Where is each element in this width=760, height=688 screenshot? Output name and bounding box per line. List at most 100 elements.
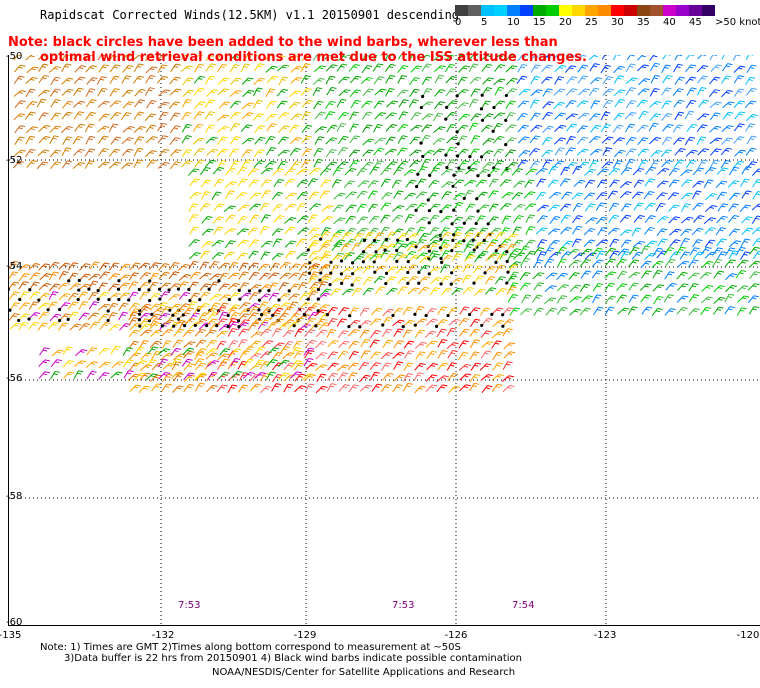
wind-barb bbox=[187, 281, 199, 292]
wind-barb bbox=[540, 76, 553, 84]
wind-barb bbox=[745, 55, 754, 60]
wind-barb bbox=[528, 148, 541, 156]
wind-barb bbox=[413, 372, 424, 381]
legend-label: 10 bbox=[507, 17, 520, 28]
wind-barb bbox=[96, 76, 107, 85]
wind-barb bbox=[746, 161, 758, 169]
footer-credit: NOAA/NESDIS/Center for Satellite Applica… bbox=[212, 667, 516, 678]
wind-barb bbox=[183, 384, 195, 393]
wind-barb bbox=[247, 168, 259, 177]
wind-barb bbox=[677, 260, 690, 268]
wind-barb bbox=[99, 262, 110, 271]
wind-barb bbox=[482, 137, 495, 146]
wind-barb bbox=[501, 375, 514, 383]
wind-barb bbox=[475, 191, 488, 201]
wind-barb bbox=[157, 358, 169, 368]
wind-barb bbox=[505, 275, 518, 285]
wind-barb bbox=[499, 179, 512, 187]
wind-barb bbox=[227, 283, 240, 290]
wind-barb bbox=[337, 147, 349, 156]
wind-barb bbox=[205, 55, 214, 61]
wind-barb bbox=[341, 288, 354, 296]
wind-barb bbox=[259, 361, 271, 370]
wind-barb bbox=[212, 216, 224, 224]
wind-barb bbox=[429, 234, 442, 242]
wind-barb bbox=[541, 64, 553, 73]
wind-barb bbox=[661, 159, 673, 168]
wind-barb bbox=[414, 341, 427, 349]
wind-barb bbox=[741, 190, 752, 199]
wind-barb bbox=[684, 136, 696, 146]
wind-barb bbox=[505, 243, 517, 254]
wind-barb bbox=[580, 270, 592, 279]
legend-swatch bbox=[468, 5, 481, 16]
wind-barb bbox=[536, 191, 547, 201]
wind-barb bbox=[241, 102, 255, 110]
wind-barb bbox=[372, 253, 384, 264]
wind-barb bbox=[505, 55, 515, 61]
wind-barb bbox=[458, 363, 472, 371]
wind-barb bbox=[9, 271, 19, 280]
wind-barb bbox=[439, 204, 452, 214]
wind-barb bbox=[380, 384, 392, 393]
wind-barb bbox=[249, 352, 262, 360]
wind-barb bbox=[620, 203, 632, 212]
wind-barb bbox=[273, 178, 285, 188]
wind-barb bbox=[569, 284, 582, 293]
wind-barb bbox=[188, 239, 200, 247]
wind-barb bbox=[169, 125, 181, 134]
wind-barb bbox=[649, 62, 661, 72]
wind-barb bbox=[345, 191, 358, 199]
wind-barb bbox=[138, 318, 151, 328]
wind-barb bbox=[149, 322, 161, 330]
wind-barb bbox=[715, 180, 728, 189]
wind-barb bbox=[645, 166, 657, 175]
wind-barb bbox=[724, 273, 737, 281]
wind-barb bbox=[414, 239, 427, 249]
wind-barb bbox=[139, 323, 151, 331]
wind-barb bbox=[565, 113, 579, 121]
wind-barb bbox=[253, 160, 266, 168]
wind-barb bbox=[351, 242, 362, 251]
wind-barb bbox=[485, 276, 496, 285]
wind-barb bbox=[628, 282, 640, 291]
wind-barb bbox=[668, 204, 680, 212]
wind-barb bbox=[397, 135, 408, 144]
wind-barb bbox=[493, 148, 504, 157]
wind-barb bbox=[625, 123, 636, 133]
wind-barb bbox=[325, 75, 336, 85]
wind-barb bbox=[500, 227, 511, 236]
wind-barb bbox=[260, 240, 273, 248]
wind-barb bbox=[242, 372, 255, 379]
wind-barb bbox=[181, 307, 194, 317]
wind-barb bbox=[347, 329, 360, 337]
wind-barb bbox=[530, 75, 541, 85]
wind-barb bbox=[674, 55, 683, 61]
wind-barb bbox=[487, 167, 500, 178]
wind-barb bbox=[692, 190, 702, 200]
wind-barb bbox=[517, 136, 530, 144]
wind-barb bbox=[748, 260, 760, 268]
wind-barb bbox=[625, 63, 636, 73]
wind-barb bbox=[397, 147, 408, 156]
wind-barb bbox=[294, 328, 305, 338]
wind-barb bbox=[128, 340, 140, 350]
wind-barb bbox=[239, 372, 249, 381]
wind-barb bbox=[242, 55, 254, 62]
wind-barb bbox=[501, 191, 514, 199]
wind-barb bbox=[561, 191, 573, 200]
wind-barb bbox=[724, 259, 736, 268]
wind-barb bbox=[237, 178, 249, 187]
wind-barb bbox=[326, 149, 337, 158]
wind-barb bbox=[320, 250, 331, 260]
wind-barb bbox=[589, 148, 603, 156]
wind-barb bbox=[590, 124, 602, 133]
wind-barb bbox=[636, 99, 648, 108]
wind-barb bbox=[520, 308, 533, 316]
wind-barb bbox=[291, 360, 302, 369]
wind-barb bbox=[230, 358, 241, 367]
wind-barb bbox=[218, 101, 231, 109]
wind-barb bbox=[752, 190, 760, 200]
wind-barb bbox=[237, 239, 249, 247]
wind-barb bbox=[108, 55, 117, 62]
